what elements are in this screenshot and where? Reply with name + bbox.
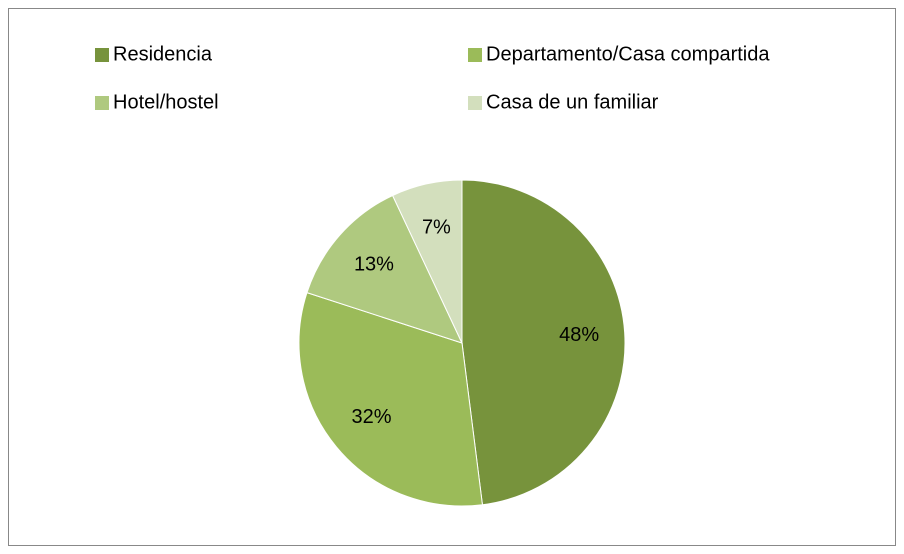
legend-swatch xyxy=(468,96,482,110)
legend-label: Departamento/Casa compartida xyxy=(486,43,770,65)
legend-label: Residencia xyxy=(113,43,213,65)
legend-swatch xyxy=(468,48,482,62)
pie-slice xyxy=(306,194,463,344)
legend-label: Hotel/hostel xyxy=(113,91,219,113)
legend-label: Casa de un familiar xyxy=(486,91,659,113)
pie-slice xyxy=(298,291,483,507)
data-label: 48% xyxy=(559,324,599,346)
pie-slice xyxy=(461,179,626,506)
legend-swatch xyxy=(95,96,109,110)
data-label: 7% xyxy=(422,217,451,239)
legend-swatch xyxy=(95,48,109,62)
data-label: 13% xyxy=(354,254,394,276)
data-label: 32% xyxy=(352,406,392,428)
pie-slice xyxy=(391,179,463,344)
